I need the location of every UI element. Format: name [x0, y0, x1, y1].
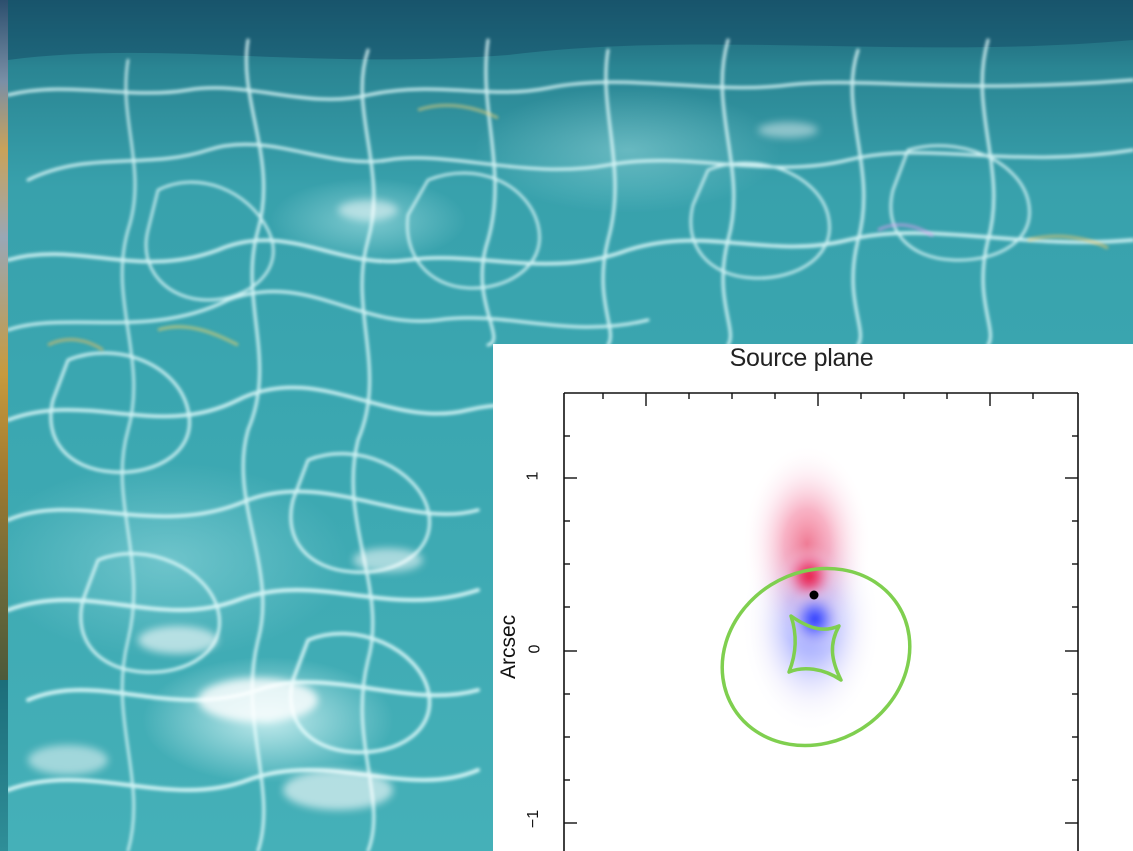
blue-emission-core: [785, 587, 845, 651]
source-point-marker: [809, 590, 819, 600]
inner-caustic-astroid: [787, 614, 843, 682]
y-tick-label-0: 0: [526, 644, 544, 654]
right-axis-ticks: [1065, 435, 1078, 824]
top-axis-ticks: [602, 393, 1034, 406]
axes-frame: [563, 392, 1079, 851]
figure-title: Source plane: [729, 344, 874, 372]
outer-caustic-ellipse: [720, 566, 912, 748]
y-tick-label-1: 1: [524, 471, 542, 481]
source-plane-figure: Source plane Arcsec: [493, 344, 1133, 851]
source-plane-plot: [563, 392, 1079, 851]
red-emission-halo: [742, 444, 872, 644]
y-axis-ticks: [564, 435, 577, 824]
landscape-photo-bottom: [0, 680, 10, 851]
water-caustic-lines: [8, 0, 1133, 851]
y-tick-label-neg1: −1: [525, 809, 543, 829]
